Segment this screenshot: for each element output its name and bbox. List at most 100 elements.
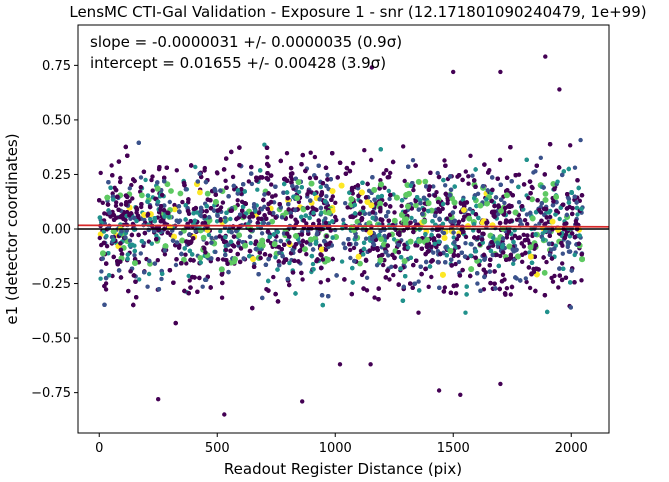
scatter-point [480, 184, 486, 189]
scatter-point [431, 184, 436, 189]
scatter-point [231, 244, 237, 249]
scatter-point [488, 280, 493, 286]
scatter-point [452, 204, 458, 210]
scatter-point [422, 178, 429, 185]
scatter-point [253, 239, 259, 244]
scatter-point [323, 216, 328, 221]
scatter-point [460, 267, 465, 273]
scatter-point [428, 170, 433, 175]
scatter-point [421, 207, 427, 212]
scatter-point [213, 249, 218, 255]
scatter-point [348, 255, 353, 261]
scatter-point [319, 210, 324, 215]
scatter-point [173, 262, 179, 268]
scatter-point [382, 185, 387, 190]
scatter-point [330, 194, 335, 199]
scatter-point [391, 217, 398, 224]
scatter-point [119, 229, 124, 234]
scatter-point [98, 276, 103, 281]
scatter-point [339, 259, 345, 264]
scatter-point [453, 291, 459, 296]
scatter-point [425, 249, 431, 254]
scatter-point [225, 261, 230, 266]
scatter-point [260, 295, 265, 301]
scatter-point [559, 240, 564, 246]
scatter-point [214, 170, 220, 175]
scatter-point [497, 220, 503, 226]
scatter-point [228, 248, 233, 253]
scatter-point [529, 196, 535, 203]
scatter-point [261, 220, 266, 226]
scatter-point [416, 310, 421, 315]
scatter-point [371, 242, 377, 248]
scatter-point [482, 274, 487, 280]
scatter-point [445, 216, 450, 221]
scatter-point [560, 251, 565, 256]
scatter-point [333, 200, 338, 205]
scatter-point [435, 259, 441, 265]
scatter-point [141, 169, 147, 174]
scatter-point [195, 289, 200, 294]
scatter-point [364, 288, 370, 293]
scatter-point [567, 249, 573, 254]
scatter-point [190, 274, 195, 280]
scatter-point [265, 161, 270, 167]
scatter-point [348, 247, 353, 253]
scatter-point [269, 182, 274, 187]
scatter-point [242, 242, 249, 249]
scatter-point [290, 270, 296, 275]
scatter-point [352, 202, 357, 208]
scatter-point [188, 285, 193, 290]
scatter-point [311, 267, 316, 272]
scatter-point [512, 209, 519, 216]
scatter-point [173, 320, 178, 326]
scatter-point [487, 263, 492, 268]
scatter-point [357, 260, 363, 267]
scatter-point [106, 251, 111, 256]
scatter-point [310, 261, 316, 267]
scatter-point [426, 284, 431, 289]
scatter-point [318, 280, 323, 285]
scatter-point [287, 234, 292, 239]
scatter-point [131, 302, 136, 308]
scatter-point [103, 287, 109, 292]
scatter-point [287, 282, 292, 288]
scatter-point [412, 218, 418, 224]
scatter-point [171, 233, 177, 240]
scatter-point [238, 246, 244, 251]
scatter-point [110, 228, 117, 235]
scatter-point [456, 259, 462, 265]
scatter-point [541, 269, 548, 276]
scatter-point [484, 220, 489, 225]
scatter-point [458, 201, 464, 206]
scatter-point [179, 237, 186, 244]
scatter-point [189, 239, 194, 244]
scatter-point [411, 262, 416, 268]
scatter-point [493, 195, 499, 200]
scatter-point [441, 230, 447, 236]
scatter-point [110, 191, 115, 196]
scatter-point [256, 216, 261, 221]
scatter-point [544, 215, 549, 220]
scatter-point [449, 257, 454, 262]
scatter-point [224, 156, 229, 161]
scatter-point [495, 176, 500, 181]
scatter-point [520, 259, 525, 264]
scatter-point [518, 278, 523, 283]
scatter-point [214, 219, 220, 224]
scatter-point [499, 279, 505, 284]
scatter-point [369, 236, 375, 242]
scatter-point [546, 241, 552, 247]
scatter-point [557, 266, 562, 271]
scatter-point [576, 185, 581, 191]
scatter-point [468, 153, 473, 158]
scatter-point [359, 189, 365, 196]
scatter-point [259, 237, 266, 244]
scatter-point [556, 285, 561, 290]
scatter-point [286, 207, 291, 212]
scatter-point [265, 206, 270, 212]
scatter-point [356, 193, 361, 199]
scatter-point [135, 213, 141, 218]
scatter-point [97, 231, 104, 238]
scatter-point [516, 200, 522, 205]
